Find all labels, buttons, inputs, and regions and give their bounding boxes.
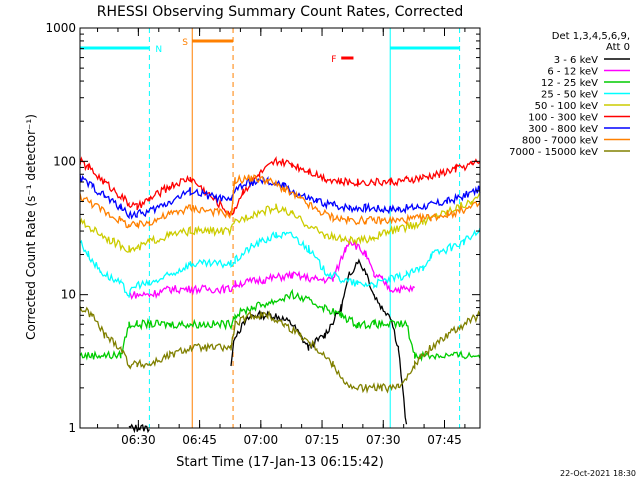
night-flag-label: N bbox=[155, 45, 162, 55]
x-tick-label: 06:45 bbox=[182, 433, 217, 447]
y-tick-label: 100 bbox=[53, 154, 76, 168]
legend-entry-label: 100 - 300 keV bbox=[528, 113, 598, 124]
x-tick-label: 07:15 bbox=[305, 433, 340, 447]
series-lines bbox=[79, 156, 481, 434]
chart-title: RHESSI Observing Summary Count Rates, Co… bbox=[97, 4, 463, 20]
x-axis-label: Start Time (17-Jan-13 06:15:42) bbox=[176, 455, 384, 470]
series-line bbox=[128, 238, 415, 300]
x-tick-label: 06:30 bbox=[121, 433, 156, 447]
x-tick-label: 07:30 bbox=[366, 433, 401, 447]
legend-entry-label: 50 - 100 keV bbox=[535, 101, 599, 112]
legend-header: Det 1,3,4,5,6,9, bbox=[552, 31, 630, 42]
series-line bbox=[230, 258, 408, 425]
legend-entry-label: 25 - 50 keV bbox=[541, 90, 598, 101]
x-tick-label: 07:00 bbox=[244, 433, 279, 447]
y-tick-label: 1 bbox=[68, 421, 76, 435]
legend-entry-label: 6 - 12 keV bbox=[547, 67, 598, 78]
y-tick-label: 10 bbox=[61, 288, 76, 302]
footer-date: 22-Oct-2021 18:30 bbox=[560, 469, 636, 478]
observing-flags: N S F bbox=[79, 28, 461, 428]
y-tick-label: 1000 bbox=[45, 21, 76, 35]
series-line bbox=[79, 288, 481, 363]
legend-entry-label: 12 - 25 keV bbox=[541, 78, 598, 89]
plot-frame bbox=[79, 27, 481, 429]
series-line bbox=[79, 305, 481, 394]
flare-flag-label: F bbox=[331, 55, 336, 65]
series-line bbox=[128, 423, 150, 434]
legend-entry-label: 3 - 6 keV bbox=[554, 55, 598, 66]
x-tick-label: 07:45 bbox=[427, 433, 462, 447]
series-line bbox=[79, 173, 481, 230]
axes: 1 10 100 1000 06:30 06:45 07:00 07:15 07:30 07:45 bbox=[45, 21, 481, 447]
series-line bbox=[79, 156, 481, 218]
legend-entry-label: 7000 - 15000 keV bbox=[509, 147, 598, 158]
legend-entry-label: 800 - 7000 keV bbox=[522, 136, 598, 147]
legend-header: Att 0 bbox=[606, 42, 630, 53]
series-line bbox=[79, 191, 481, 254]
y-axis-label: Corrected Count Rate (s⁻¹ detector⁻¹) bbox=[24, 114, 38, 340]
series-line bbox=[79, 227, 481, 298]
legend-entry-label: 300 - 800 keV bbox=[528, 124, 598, 135]
saa-flag-label: S bbox=[182, 38, 188, 48]
